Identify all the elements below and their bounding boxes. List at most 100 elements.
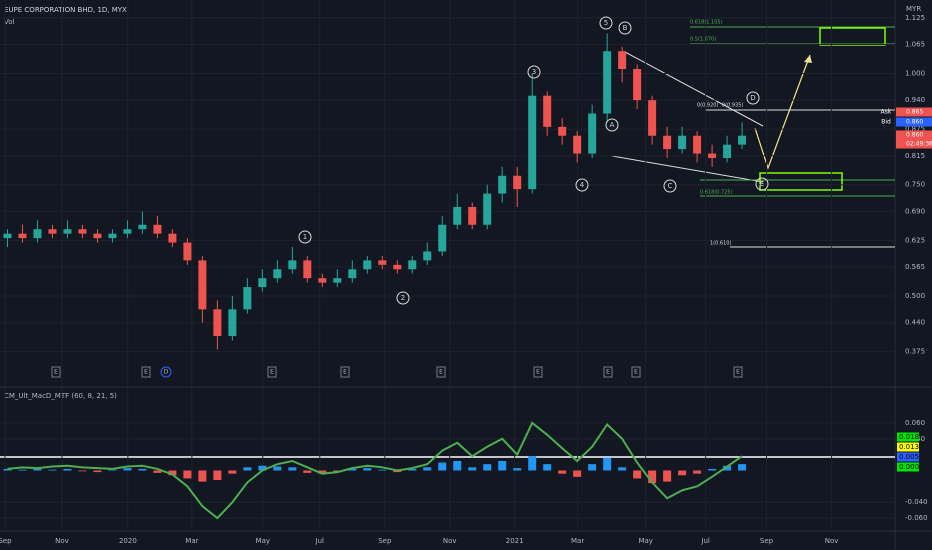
event-marker (733, 366, 743, 378)
price-tag (896, 130, 932, 149)
candle-body (288, 260, 297, 270)
histogram-bar (738, 464, 747, 471)
candle-body (543, 95, 552, 127)
wave-label: E (760, 180, 764, 188)
histogram-bar (408, 468, 417, 471)
candle-body (168, 233, 177, 243)
x-tick-label: 2021 (506, 537, 524, 545)
wave-label: 2 (401, 294, 405, 302)
x-tick-label: 2020 (119, 537, 137, 545)
price-tag-value: 02:49:36 (906, 141, 932, 148)
histogram-bar (258, 465, 267, 471)
wave-label: A (610, 121, 615, 129)
wave-circle (527, 65, 541, 79)
histogram-bar (123, 468, 132, 471)
candle-body (648, 100, 657, 136)
candle-body (498, 175, 507, 194)
histogram-bar (348, 468, 357, 471)
event-marker (603, 366, 613, 378)
y-tick-label: 0.500 (905, 292, 925, 300)
y-tick-label: 1.065 (905, 41, 925, 49)
y-tick-label: 0.815 (905, 152, 925, 160)
wave-label: 5 (604, 19, 608, 27)
candle-body (678, 135, 687, 150)
currency: MYR (906, 5, 921, 13)
trendline (611, 155, 764, 183)
y-tick-label: 0.875 (905, 125, 925, 133)
histogram-bar (663, 470, 672, 482)
candle-body (93, 233, 102, 239)
x-tick-label: Sep (378, 537, 392, 545)
y-tick-label: 0.690 (905, 207, 925, 215)
histogram-bar (18, 469, 27, 471)
histogram-bar (318, 470, 327, 474)
arrow-head (804, 55, 812, 63)
histogram-bar (498, 460, 507, 471)
histogram-bar (303, 470, 312, 473)
x-tick-label: May (638, 537, 652, 545)
readout-tag (897, 442, 919, 452)
y-tick-label: -0.060 (905, 514, 928, 522)
readout-label: 0.018 (899, 433, 919, 441)
histogram-bar (93, 470, 102, 473)
histogram-bar (378, 469, 387, 471)
candle-body (108, 233, 117, 239)
price-tag-value: 0.860 (906, 119, 923, 126)
price-tag-name: Ask (881, 109, 892, 116)
histogram-bar (483, 464, 492, 471)
histogram-bar (618, 467, 627, 471)
candle-body (48, 229, 57, 234)
y-tick-label: 0.375 (905, 348, 925, 356)
x-tick-label: Sep (0, 537, 12, 545)
candle-body (603, 51, 612, 114)
x-tick-label: Nov (443, 537, 457, 545)
y-tick-label: -0.040 (905, 498, 928, 506)
price-tag-value: 0.865 (906, 109, 923, 116)
trendline (624, 51, 764, 127)
histogram-bar (708, 468, 717, 471)
event-marker (267, 366, 277, 378)
histogram-bar (243, 467, 252, 471)
histogram-bar (648, 470, 657, 484)
indicator-label: CM_Ult_MacD_MTF (60, 8, 21, 5) (4, 392, 117, 400)
histogram-bar (168, 470, 177, 476)
y-tick-label: 0.940 (905, 96, 925, 104)
event-label: E (54, 369, 58, 376)
candle-body (723, 144, 732, 159)
histogram-bar (678, 470, 687, 476)
histogram-bar (33, 468, 42, 471)
histogram-bar (63, 468, 72, 471)
histogram-bar (288, 467, 297, 471)
candle-body (408, 260, 417, 270)
wave-circle (746, 91, 760, 105)
histogram-bar (108, 469, 117, 471)
candle-body (378, 260, 387, 265)
candle-body (198, 260, 207, 310)
y-tick-label: 0.440 (905, 319, 925, 327)
projection (754, 54, 811, 170)
candle-body (78, 229, 87, 234)
candle-body (363, 260, 372, 270)
event-label: E (536, 369, 540, 376)
x-tick-label: Sep (760, 537, 774, 545)
candle-body (438, 224, 447, 252)
wave-circle (575, 178, 589, 192)
y-tick-label: 0.565 (905, 263, 925, 271)
histogram-bar (78, 470, 87, 472)
histogram-bar (3, 468, 12, 471)
title: EUPE CORPORATION BHD, 1D, MYX (4, 6, 127, 14)
wave-circle (298, 230, 312, 244)
candle-body (528, 95, 537, 190)
histogram-bar (363, 468, 372, 471)
candle-body (273, 269, 282, 279)
candle-body (3, 233, 12, 239)
candle-body (153, 224, 162, 234)
wave-circle (605, 118, 619, 132)
fib-label: 0.5(1.070) (690, 37, 716, 43)
histogram-bar (273, 466, 282, 471)
vol-label: Vol (4, 18, 15, 26)
wave-label: 3 (532, 68, 536, 76)
histogram-bar (543, 464, 552, 471)
